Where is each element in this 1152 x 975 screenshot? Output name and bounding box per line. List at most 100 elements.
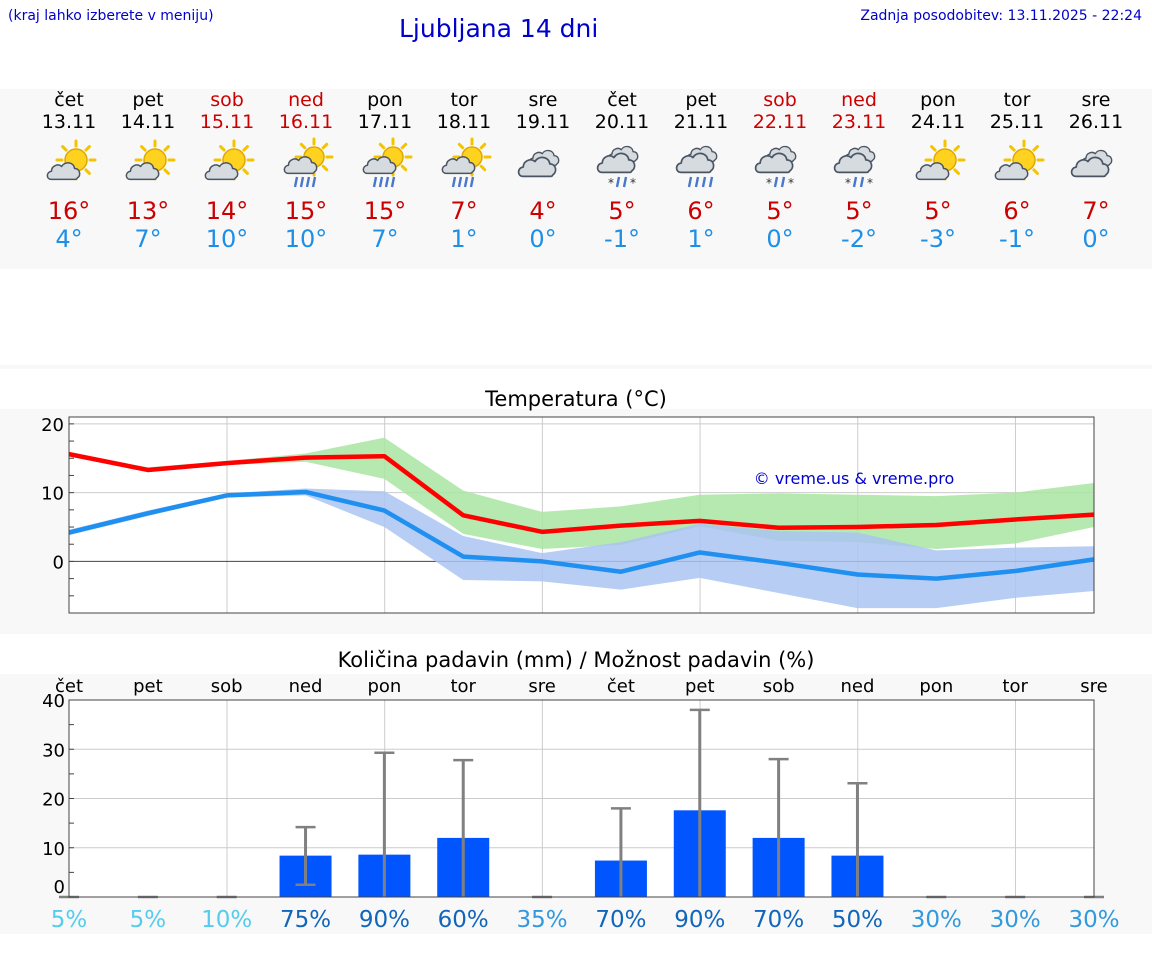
- cloudy-icon: [517, 149, 560, 178]
- day-date: 13.11: [41, 111, 97, 133]
- day-date: 19.11: [515, 111, 571, 133]
- x-category-label: sob: [763, 676, 795, 697]
- day-name: sob: [210, 89, 244, 111]
- forecast-day: pon 17.11 15° 7°: [346, 89, 425, 253]
- sun-ray: [84, 168, 91, 175]
- rain-drop: [305, 176, 311, 188]
- precipitation-probability: 30%: [1068, 907, 1119, 933]
- last-updated: Zadnja posodobitev: 13.11.2025 - 22:24: [860, 8, 1142, 24]
- day-date: 23.11: [831, 111, 887, 133]
- cloud-shape: [1070, 156, 1110, 178]
- rain-drop: [615, 176, 621, 188]
- forecast-band: [0, 89, 1152, 269]
- sun-ray: [1009, 145, 1016, 152]
- partly-cloudy-icon: [204, 139, 255, 181]
- day-date: 26.11: [1068, 111, 1124, 133]
- rain-drop: [469, 176, 475, 188]
- cloud: [204, 162, 239, 181]
- precipitation-chart: čet pet sob ned pon tor sre čet pet sob ned pon tor s…: [42, 676, 1119, 933]
- sun-ray: [479, 142, 487, 150]
- sun-ray: [84, 145, 91, 152]
- day-name: tor: [450, 89, 478, 111]
- sun-ray: [479, 164, 487, 172]
- page-title: Ljubljana 14 dni: [399, 14, 599, 43]
- day-date: 21.11: [673, 111, 729, 133]
- precipitation-probability: 70%: [753, 907, 804, 933]
- watermark: © vreme.us & vreme.pro: [754, 469, 955, 488]
- sun-ray: [242, 168, 249, 175]
- sun-ray: [321, 164, 329, 172]
- rain-drop: [859, 176, 865, 188]
- sleet-icon: * *: [754, 145, 797, 190]
- y-tick-label: 0: [54, 877, 65, 898]
- x-category-label: ned: [289, 676, 323, 697]
- cloudy-icon: [1070, 149, 1113, 178]
- day-name: sre: [528, 89, 558, 111]
- cloud: [441, 156, 476, 175]
- temperature-chart-title: Temperatura (°C): [485, 387, 667, 411]
- max-temp: 7°: [450, 197, 478, 225]
- max-temp: 5°: [924, 197, 952, 225]
- day-date: 17.11: [357, 111, 413, 133]
- rain-drop: [372, 176, 378, 188]
- sleet-icon: * *: [833, 145, 876, 190]
- precipitation-probability: 60%: [438, 907, 489, 933]
- precipitation-probability: 90%: [674, 907, 725, 933]
- precipitation-probability: 90%: [359, 907, 410, 933]
- max-temp: 5°: [608, 197, 636, 225]
- min-temp: -1°: [604, 225, 640, 253]
- temperature-range-band: [69, 437, 1094, 550]
- sun-rain-icon: [283, 137, 334, 188]
- min-temp: -1°: [999, 225, 1035, 253]
- max-temp: 13°: [126, 197, 170, 225]
- sun-ray: [930, 145, 937, 152]
- x-category-label: ned: [841, 676, 875, 697]
- forecast-day: pet 21.11 6° 1°: [662, 89, 741, 253]
- rain-drop: [457, 176, 463, 188]
- cloud-shape: [46, 162, 81, 181]
- sun-rain-icon: [441, 137, 492, 188]
- rain-drop: [701, 176, 707, 188]
- cloud-shape: [675, 152, 715, 174]
- precipitation-chart-title: Količina padavin (mm) / Možnost padavin …: [337, 648, 815, 672]
- max-temp: 15°: [284, 197, 328, 225]
- x-category-label: tor: [450, 676, 476, 697]
- sun-ray: [953, 168, 960, 175]
- snow-flake: *: [608, 176, 614, 190]
- max-temp: 7°: [1082, 197, 1110, 225]
- snow-flake: *: [630, 176, 636, 190]
- rain-icon: [675, 145, 718, 188]
- x-category-label: pon: [919, 676, 953, 697]
- rain-drop: [390, 176, 396, 188]
- day-name: čet: [607, 89, 637, 111]
- forecast-day: pet 14.11 13° 7°: [109, 89, 188, 253]
- max-temp: 6°: [1003, 197, 1031, 225]
- rain-drop: [451, 176, 457, 188]
- day-name: pon: [920, 89, 956, 111]
- temperature-series-line: [68, 489, 1095, 581]
- x-category-label: sob: [211, 676, 243, 697]
- cloud-shape: [596, 152, 636, 174]
- cloud: [994, 162, 1029, 181]
- cloud-shape: [833, 152, 873, 174]
- sun-ray: [378, 142, 386, 150]
- max-temp: 4°: [529, 197, 557, 225]
- sun-ray: [321, 142, 329, 150]
- cloud-shape: [517, 156, 557, 178]
- forecast-day: tor 25.11 6° -1°: [978, 89, 1057, 253]
- partly-cloudy-icon: [994, 139, 1045, 181]
- snow-flake: *: [788, 176, 794, 190]
- rain-drop: [780, 176, 786, 188]
- max-temp: 6°: [687, 197, 715, 225]
- y-tick-label: 30: [42, 740, 65, 761]
- rain-drop: [687, 176, 693, 188]
- location-hint: (kraj lahko izberete v meniju): [8, 8, 214, 24]
- min-temp: 0°: [766, 225, 794, 253]
- max-temp: 16°: [47, 197, 91, 225]
- day-name: pet: [132, 89, 164, 111]
- cloud-shape: [204, 162, 239, 181]
- min-temp: 1°: [687, 225, 715, 253]
- rain-drop: [694, 176, 700, 188]
- forecast-day: sre 19.11 4° 0°: [504, 89, 583, 253]
- snow-flake: *: [845, 176, 851, 190]
